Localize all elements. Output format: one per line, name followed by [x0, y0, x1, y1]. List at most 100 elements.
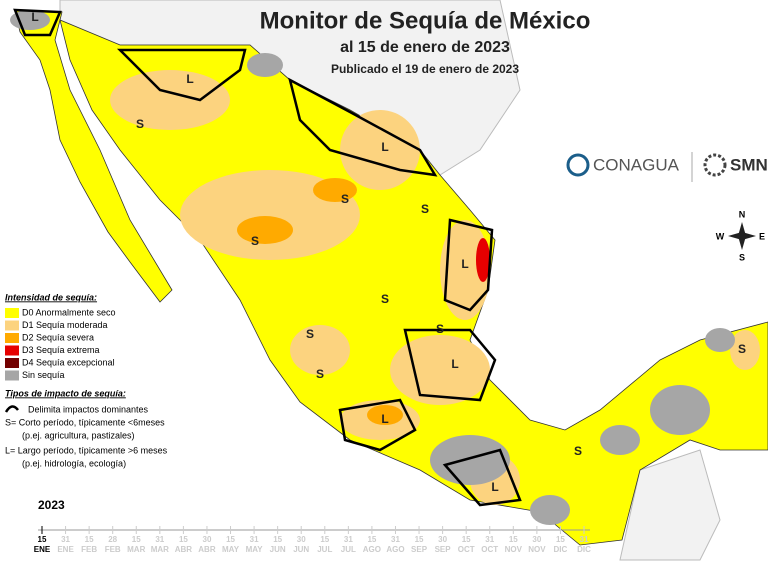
legend-swatch — [5, 370, 19, 381]
d1-area — [390, 335, 490, 405]
impact-outline — [338, 398, 417, 452]
impacts-title: Tipos de impacto de sequía: — [5, 388, 126, 398]
timeline-day: 15 — [273, 535, 282, 544]
compass: N S E W — [716, 209, 765, 262]
no-drought-area — [530, 495, 570, 525]
timeline-month: DIC — [577, 545, 591, 554]
timeline-month: AGO — [363, 545, 381, 554]
impact-text: (p.ej. agricultura, pastizales) — [22, 430, 135, 440]
timeline-month: ENE — [57, 545, 74, 554]
timeline-day: 15 — [556, 535, 565, 544]
map-labels: L L S L S S S L S S L S L S L S S — [31, 10, 746, 494]
map-label: S — [738, 342, 746, 356]
timeline-month: MAR — [151, 545, 169, 554]
baja-california — [14, 9, 173, 303]
timeline-day: 31 — [250, 535, 259, 544]
legend-swatch — [5, 333, 19, 343]
impacts: Delimita impactos dominantes S= Corto per… — [5, 404, 168, 468]
compass-n: N — [739, 209, 746, 219]
timeline-month: NOV — [528, 545, 546, 554]
timeline-day: 30 — [297, 535, 306, 544]
timeline-month: MAY — [246, 545, 264, 554]
timeline-month: FEB — [81, 545, 97, 554]
timeline-day: 30 — [438, 535, 447, 544]
timeline-month: JUL — [317, 545, 332, 554]
timeline-month: AGO — [386, 545, 404, 554]
subtitle: al 15 de enero de 2023 — [340, 39, 510, 56]
no-drought-area — [650, 385, 710, 435]
map-label: S — [421, 202, 429, 216]
map-label: S — [436, 322, 444, 336]
timeline-day: 15 — [38, 535, 47, 544]
timeline-day: 15 — [509, 535, 518, 544]
d1-area — [290, 325, 350, 375]
timeline-day: 15 — [320, 535, 329, 544]
timeline-month: NOV — [505, 545, 523, 554]
map-label: L — [381, 140, 388, 154]
impact-outline — [443, 218, 494, 312]
timeline-day: 15 — [132, 535, 141, 544]
title: Monitor de Sequía de México — [260, 7, 591, 34]
impact-outline — [288, 77, 438, 177]
timeline-month: DIC — [554, 545, 568, 554]
impact-outline — [403, 328, 497, 402]
timeline: 15ENE31ENE15FEB28FEB15MAR31MAR15ABR30ABR… — [34, 526, 591, 554]
timeline-month: ABR — [198, 545, 216, 554]
timeline-day: 15 — [462, 535, 471, 544]
conagua-logo: CONAGUA — [593, 155, 680, 174]
d1-area — [340, 110, 420, 190]
no-drought-area — [430, 435, 510, 485]
legend: D0 Anormalmente seco D1 Sequía moderada D2… — [5, 307, 116, 381]
guatemala — [619, 449, 721, 561]
impact-outline — [13, 8, 62, 37]
map-label: L — [31, 10, 38, 24]
timeline-month: JUN — [293, 545, 309, 554]
d2-area — [367, 405, 403, 425]
timeline-day: 28 — [108, 535, 117, 544]
map-label: L — [451, 357, 458, 371]
compass-s: S — [739, 252, 745, 262]
no-drought-area — [600, 425, 640, 455]
impact-outline — [116, 48, 247, 102]
conagua-icon — [566, 153, 590, 177]
legend-label: D1 Sequía moderada — [22, 320, 108, 330]
d1-area — [730, 330, 760, 370]
timeline-month: OCT — [481, 545, 498, 554]
no-drought-area — [247, 53, 283, 77]
d2-area — [237, 216, 293, 244]
impact-symbol — [4, 405, 19, 413]
map-label: S — [136, 117, 144, 131]
timeline-day: 15 — [367, 535, 376, 544]
map-label: L — [461, 257, 468, 271]
smn-icon — [703, 153, 727, 177]
timeline-year: 2023 — [38, 498, 65, 512]
smn-logo: SMN — [730, 155, 768, 174]
legend-swatch — [5, 345, 19, 356]
legend-label: D0 Anormalmente seco — [22, 307, 116, 317]
timeline-month: JUL — [341, 545, 356, 554]
legend-title: Intensidad de sequía: — [5, 292, 97, 302]
no-drought-area — [705, 328, 735, 352]
d1-area — [440, 220, 490, 320]
map-label: L — [491, 480, 498, 494]
timeline-day: 31 — [344, 535, 353, 544]
impact-text: S= Corto período, típicamente <6meses — [5, 417, 165, 427]
map-label: L — [186, 72, 193, 86]
legend-swatch — [5, 320, 19, 331]
impact-text: (p.ej. hidrología, ecología) — [22, 458, 126, 468]
map-label: L — [381, 412, 388, 426]
compass-e: E — [759, 231, 765, 241]
timeline-month: FEB — [105, 545, 121, 554]
legend-swatch — [5, 358, 19, 368]
map-label: S — [306, 327, 314, 341]
d2-area — [313, 178, 357, 202]
timeline-month: JUN — [270, 545, 286, 554]
timeline-day: 30 — [532, 535, 541, 544]
timeline-day: 15 — [85, 535, 94, 544]
timeline-day: 30 — [203, 535, 212, 544]
impact-outlines — [13, 8, 522, 507]
d3-area — [476, 238, 490, 282]
compass-w: W — [716, 231, 725, 241]
timeline-day: 31 — [580, 535, 589, 544]
